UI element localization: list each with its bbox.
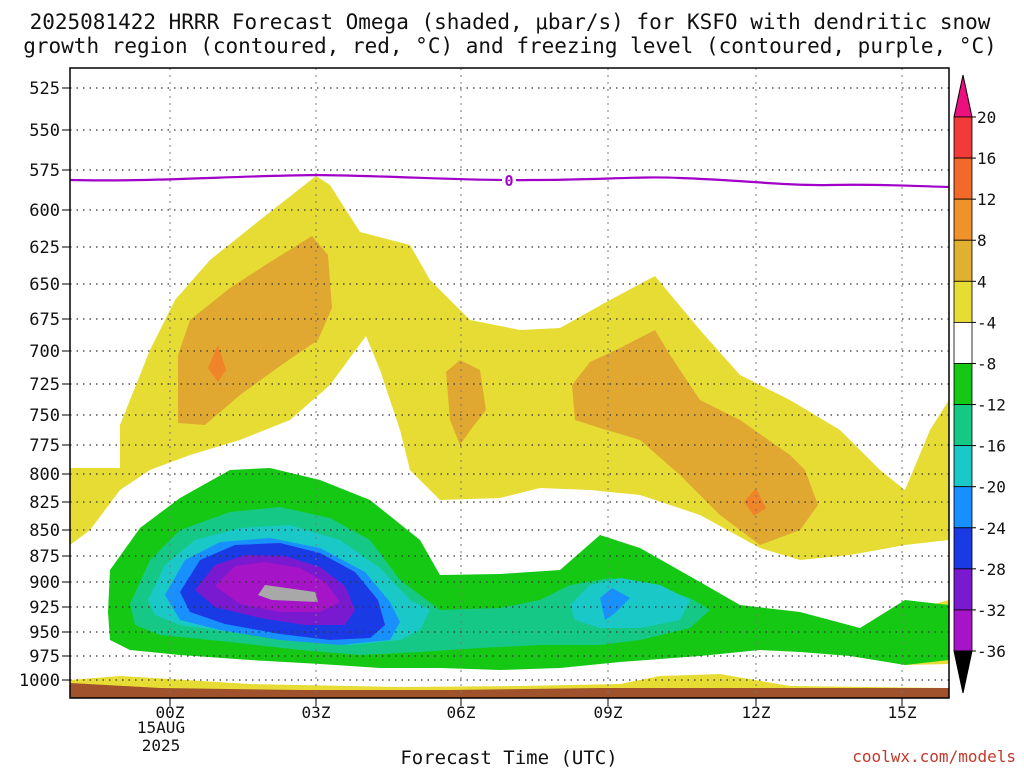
y-tick-label: 775 [29, 436, 60, 456]
positive-max-east [744, 488, 766, 516]
positive-max-west [208, 345, 226, 382]
y-tick-label: 525 [29, 79, 60, 99]
colorbar-segment [953, 609, 973, 652]
x-tick-label: 03Z [302, 703, 331, 722]
y-tick-label: 575 [29, 161, 60, 181]
x-tick-label: 00Z [156, 703, 185, 722]
positive-core-mid [446, 360, 486, 445]
colorbar-segment [953, 239, 973, 282]
x-axis-ticks: 00Z 03Z 06Z 09Z 12Z 15Z [156, 698, 917, 722]
colorbar-label: 8 [977, 231, 987, 250]
colorbar-segment [953, 280, 973, 323]
colorbar-segment [953, 527, 973, 570]
y-tick-label: 650 [29, 275, 60, 295]
colorbar-segment [953, 404, 973, 447]
y-tick-label: 700 [29, 342, 60, 362]
freezing-level-contour: 0 [70, 172, 949, 190]
colorbar-segment [953, 363, 973, 405]
colorbar-segment [953, 157, 973, 200]
x-axis-date-label-1: 15AUG [137, 718, 185, 737]
freezing-level-label-bg [502, 172, 516, 188]
colorbar-label: -20 [977, 478, 1006, 497]
colorbar-segment [953, 116, 973, 159]
colorbar-label: -4 [977, 313, 996, 332]
x-tick-label: 06Z [447, 703, 476, 722]
colorbar-segment [953, 568, 973, 611]
colorbar-label: -16 [977, 437, 1006, 456]
neg-16-20-east [600, 588, 630, 620]
y-tick-label: 1000 [19, 671, 60, 691]
plot-frame [69, 67, 950, 699]
neg-32-36-region [258, 585, 318, 602]
colorbar-label: -32 [977, 601, 1006, 620]
freezing-level-line [70, 173, 949, 189]
y-axis-ticks: 525 550 575 600 625 650 675 700 725 750 775 800 825 8… [19, 79, 70, 691]
y-tick-label: 925 [29, 598, 60, 618]
y-tick-label: 600 [29, 201, 60, 221]
colorbar-segment [953, 445, 973, 488]
y-tick-label: 725 [29, 375, 60, 395]
colorbar-segment [953, 321, 973, 364]
y-tick-label: 800 [29, 465, 60, 485]
colorbar-label: -28 [977, 560, 1006, 579]
x-tick-label: 15Z [888, 703, 917, 722]
y-tick-label: 750 [29, 406, 60, 426]
colorbar-label: 4 [977, 272, 987, 291]
chart-title-line-2: growth region (contoured, red, °C) and f… [23, 34, 997, 58]
colorbar-label: 20 [977, 108, 996, 127]
x-axis-title: Forecast Time (UTC) [400, 747, 617, 768]
x-tick-label: 09Z [594, 703, 623, 722]
colorbar-label: 12 [977, 190, 996, 209]
colorbar-label: -8 [977, 354, 996, 373]
colorbar-segment [953, 486, 973, 529]
colorbar-segment [953, 198, 973, 241]
grid-lines [70, 68, 949, 698]
y-tick-label: 875 [29, 547, 60, 567]
colorbar: 20 16 12 8 4 -4 -8 -12 -16 -20 -24 -28 -32 -36 [953, 74, 1006, 694]
freezing-level-label: 0 [504, 172, 513, 190]
credit-link[interactable]: coolwx.com/models [852, 747, 1016, 766]
colorbar-label: -24 [977, 519, 1006, 538]
colorbar-label: -36 [977, 642, 1006, 661]
y-tick-label: 675 [29, 310, 60, 330]
y-tick-label: 850 [29, 521, 60, 541]
omega-shading [70, 176, 949, 698]
colorbar-label: 16 [977, 149, 996, 168]
neg-12-16-east [570, 578, 690, 628]
y-tick-label: 950 [29, 623, 60, 643]
x-tick-label: 12Z [742, 703, 771, 722]
y-tick-label: 625 [29, 238, 60, 258]
y-tick-label: 900 [29, 573, 60, 593]
y-tick-label: 550 [29, 121, 60, 141]
colorbar-label: -12 [977, 396, 1006, 415]
chart-title-line-1: 2025081422 HRRR Forecast Omega (shaded, … [30, 10, 991, 34]
surface-terrain [70, 683, 949, 698]
colorbar-bottom-arrow [953, 650, 973, 694]
y-tick-label: 975 [29, 647, 60, 667]
x-axis-date-label-2: 2025 [142, 736, 181, 755]
y-tick-label: 825 [29, 493, 60, 513]
colorbar-top-arrow [953, 74, 973, 118]
